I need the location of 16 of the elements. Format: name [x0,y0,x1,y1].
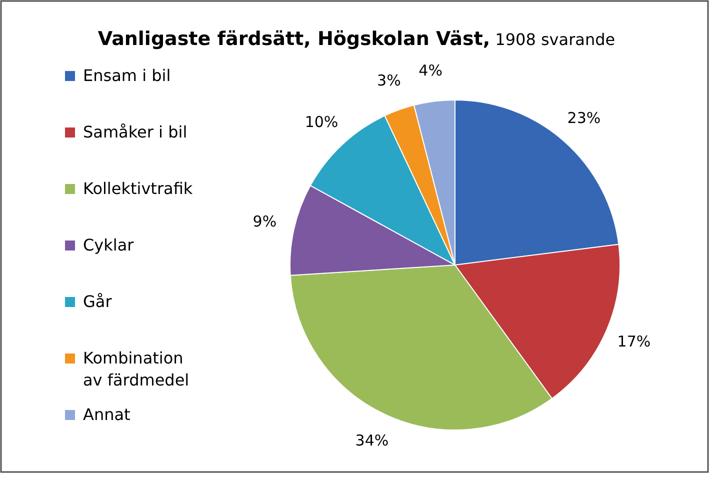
legend-label: Går [83,292,112,312]
legend-label: Annat [83,405,130,424]
data-label: 17% [617,332,651,351]
legend-label: Cyklar [83,236,134,255]
chart-title: Vanligaste färdsätt, Högskolan Väst, [98,28,490,50]
legend-label: Samåker i bil [83,122,188,142]
chart-subtitle: 1908 svarande [490,30,616,49]
data-label: 3% [377,72,401,90]
data-label: 10% [304,112,338,131]
data-label: 34% [355,432,389,450]
legend-label: Kollektivtrafik [83,179,194,198]
legend-label: Kombination av färdmedel [83,348,190,390]
data-label: 4% [418,62,442,80]
legend-label: Ensam i bil [83,66,171,86]
data-label: 23% [567,108,601,127]
data-label: 9% [252,212,277,231]
